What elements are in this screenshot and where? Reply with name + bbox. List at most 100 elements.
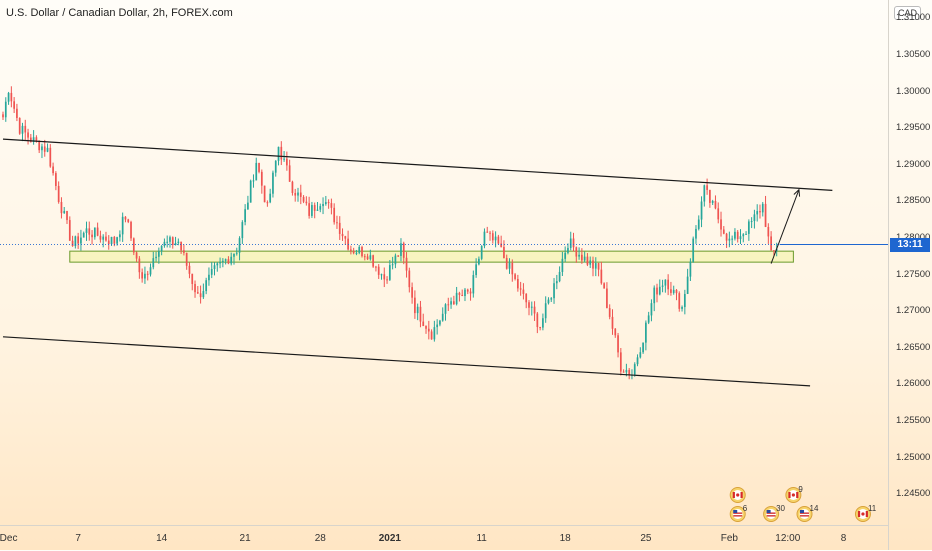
candle-body [241, 222, 244, 239]
candle-body [274, 160, 277, 173]
candle-body [611, 316, 614, 329]
candle-body [564, 252, 567, 259]
candle-body [352, 250, 355, 254]
time-tick-label: 28 [314, 533, 326, 544]
candle-body [372, 255, 375, 267]
candle-body [263, 185, 266, 203]
price-chart[interactable]: 9 6 30 14 11 [0, 0, 888, 525]
candle-body [750, 221, 753, 223]
candle-body [269, 193, 272, 203]
flag-canton [733, 510, 738, 513]
candle-body [555, 281, 558, 284]
candle-body [71, 240, 74, 247]
candle-body [230, 256, 233, 264]
candle-body [581, 254, 583, 261]
candle-body [194, 283, 196, 293]
candle-body [16, 108, 18, 118]
candle-body [208, 274, 210, 281]
candle-body [336, 222, 338, 224]
candle-body [633, 364, 636, 375]
time-tick-label: 7 [75, 533, 81, 544]
candle-body [480, 246, 483, 259]
candle-body [544, 303, 547, 319]
candle-body [77, 236, 80, 244]
candle-body [600, 269, 603, 284]
candle-body [400, 243, 402, 256]
candle-body [461, 294, 464, 297]
candle-body [414, 297, 416, 314]
candle-body [472, 275, 475, 294]
candle-body [221, 260, 224, 263]
candle-body [486, 231, 489, 233]
candle-body [91, 234, 93, 238]
candle-body [247, 202, 249, 210]
chart-area[interactable]: 9 6 30 14 11 U.S. Dollar / Canadian Dollar, … [0, 0, 888, 525]
candle-body [753, 214, 756, 222]
price-tick-label: 1.27000 [896, 305, 931, 317]
candle-body [210, 269, 213, 275]
candle-body [700, 201, 703, 220]
candle-body [464, 289, 466, 297]
candle-body [686, 276, 689, 294]
candle-body [311, 205, 313, 216]
candle-body [333, 207, 336, 223]
time-tick-label: 11 [476, 533, 487, 544]
candle-body [575, 247, 578, 257]
candle-body [681, 307, 683, 309]
candle-body [706, 185, 708, 190]
chart-title: U.S. Dollar / Canadian Dollar, 2h, FOREX… [6, 7, 233, 19]
candle-body [330, 203, 333, 208]
candle-body [511, 262, 514, 275]
candle-body [85, 228, 88, 233]
candle-body [375, 266, 377, 268]
candle-body [494, 236, 497, 241]
upper-channel-line [2, 138, 833, 191]
candle-body [324, 202, 327, 205]
candle-body [745, 233, 747, 235]
candle-body [542, 318, 544, 328]
candle-body [366, 256, 369, 260]
price-axis[interactable]: CAD 1.24500 1.25000 1.25500 1.26000 1.26500 1… [888, 0, 932, 550]
candle-body [199, 293, 202, 298]
candle-body [525, 293, 528, 303]
candle-body [661, 285, 664, 287]
candle-body [725, 233, 728, 241]
candle-body [280, 146, 283, 160]
candle-body [430, 331, 433, 340]
candle-body [361, 246, 363, 257]
candle-body [180, 241, 182, 251]
event-count: 11 [868, 504, 877, 513]
price-tick-label: 1.25000 [896, 451, 931, 463]
candle-body [550, 298, 553, 300]
candle-body [441, 313, 444, 321]
candle-body [767, 226, 770, 237]
candle-body [592, 260, 594, 269]
candle-body [219, 262, 221, 264]
candle-body [96, 227, 99, 236]
candle-body [759, 211, 761, 213]
candle-body [305, 201, 308, 204]
candle-body [731, 238, 734, 240]
projection-arrow [770, 189, 800, 264]
candle-body [653, 287, 656, 304]
candle-body [57, 185, 60, 202]
candle-body [41, 146, 43, 151]
candle-body [736, 231, 739, 240]
candle-body [586, 256, 589, 265]
candle-body [397, 255, 400, 257]
candle-body [747, 221, 750, 234]
candle-body [29, 137, 32, 142]
candle-body [355, 252, 358, 254]
candle-body [177, 241, 180, 243]
price-tick-label: 1.26500 [896, 341, 931, 353]
candle-body [52, 166, 54, 174]
time-axis[interactable]: Dec 7 14 21 28 2021 11 18 25 Feb 12:00 8 [0, 525, 888, 551]
candle-body [277, 146, 280, 161]
currency-badge[interactable]: CAD [894, 6, 922, 20]
flag-stripe [733, 512, 743, 514]
time-tick-label: 12:00 [775, 533, 801, 544]
candle-body [503, 246, 505, 258]
candle-body [683, 293, 686, 308]
candle-body [66, 210, 68, 221]
price-tick-label: 1.29000 [896, 158, 931, 170]
